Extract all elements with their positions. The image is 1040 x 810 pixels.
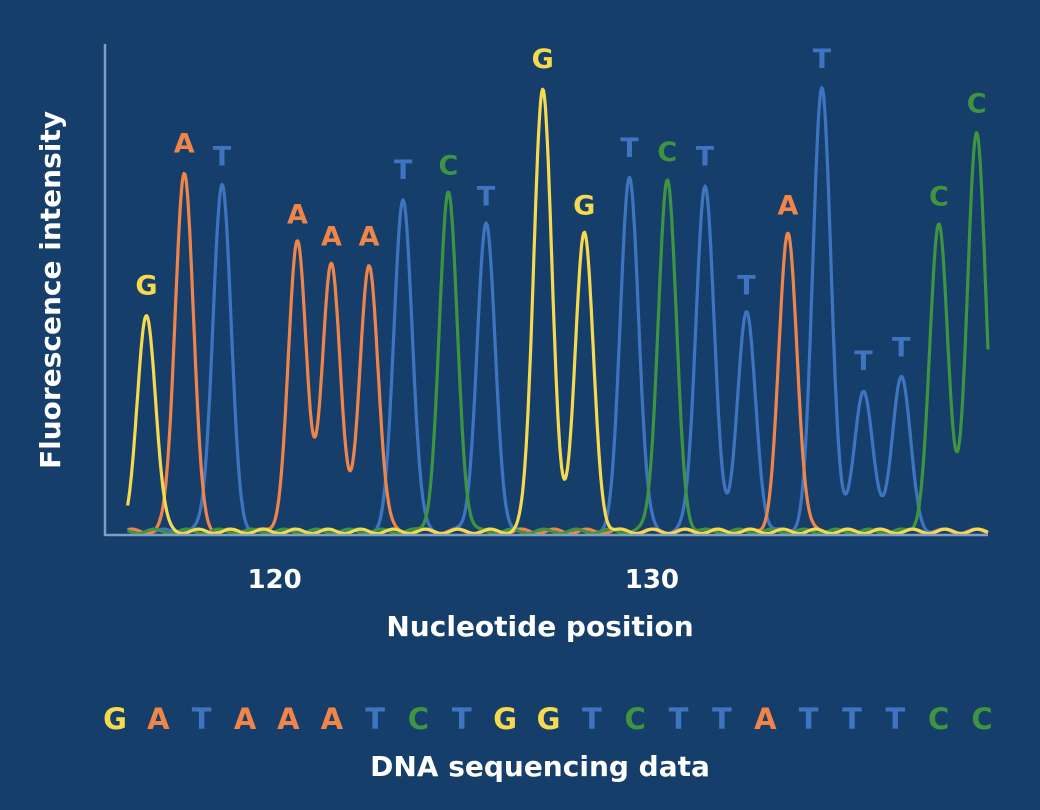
y-axis-title: Fluorescence intensity — [34, 111, 67, 469]
peak-label-8: T — [477, 182, 496, 213]
sequence-letter-7: C — [408, 702, 429, 736]
peak-label-16: T — [813, 44, 832, 75]
peak-label-13: T — [696, 142, 715, 173]
sequence-letter-16: T — [799, 702, 819, 736]
sequence-letter-1: A — [147, 702, 170, 736]
peak-label-7: C — [438, 151, 458, 182]
trace-T — [127, 86, 989, 536]
peak-label-19: C — [929, 182, 949, 213]
peak-label-12: C — [657, 137, 677, 168]
sequence-letter-3: A — [234, 702, 257, 736]
trace-C — [127, 131, 990, 536]
x-tick-120: 120 — [247, 565, 301, 595]
peak-label-20: C — [967, 88, 987, 119]
peak-label-10: G — [573, 191, 595, 222]
trace-lines — [126, 86, 990, 536]
sequence-letter-12: C — [625, 702, 646, 736]
sequence-letter-9: G — [493, 702, 517, 736]
peak-label-4: A — [321, 222, 342, 253]
sequence-letter-11: T — [582, 702, 602, 736]
peak-label-6: T — [394, 155, 413, 186]
peak-label-11: T — [620, 133, 639, 164]
sequence-letter-10: G — [537, 702, 561, 736]
peak-label-2: T — [213, 142, 232, 173]
peak-label-5: A — [359, 222, 380, 253]
sequence-letter-18: T — [885, 702, 905, 736]
sequence-letter-2: T — [192, 702, 212, 736]
peak-label-14: T — [737, 270, 756, 301]
peak-label-17: T — [854, 346, 873, 377]
x-axis-title: Nucleotide position — [386, 610, 693, 643]
sequence-letter-8: T — [452, 702, 472, 736]
sequence-letter-5: A — [321, 702, 344, 736]
x-tick-130: 130 — [625, 565, 679, 595]
sequence-letter-17: T — [842, 702, 862, 736]
sequence-letter-14: T — [712, 702, 732, 736]
sequence-caption: DNA sequencing data — [370, 750, 710, 783]
sequence-letter-15: A — [754, 702, 777, 736]
sequence-letter-20: C — [971, 702, 992, 736]
trace-G — [126, 87, 989, 536]
sequence-letter-4: A — [277, 702, 300, 736]
peak-label-18: T — [892, 333, 911, 364]
peak-label-9: G — [532, 44, 554, 75]
sequence-letter-19: C — [928, 702, 949, 736]
peak-label-15: A — [778, 191, 799, 222]
peak-label-0: G — [135, 270, 157, 301]
sequence-letter-0: G — [103, 702, 127, 736]
sequence-letter-13: T — [669, 702, 689, 736]
peak-label-3: A — [287, 199, 308, 230]
x-tick-labels: 120 130 — [247, 565, 679, 595]
sequence-letter-6: T — [365, 702, 385, 736]
peak-label-1: A — [174, 128, 195, 159]
